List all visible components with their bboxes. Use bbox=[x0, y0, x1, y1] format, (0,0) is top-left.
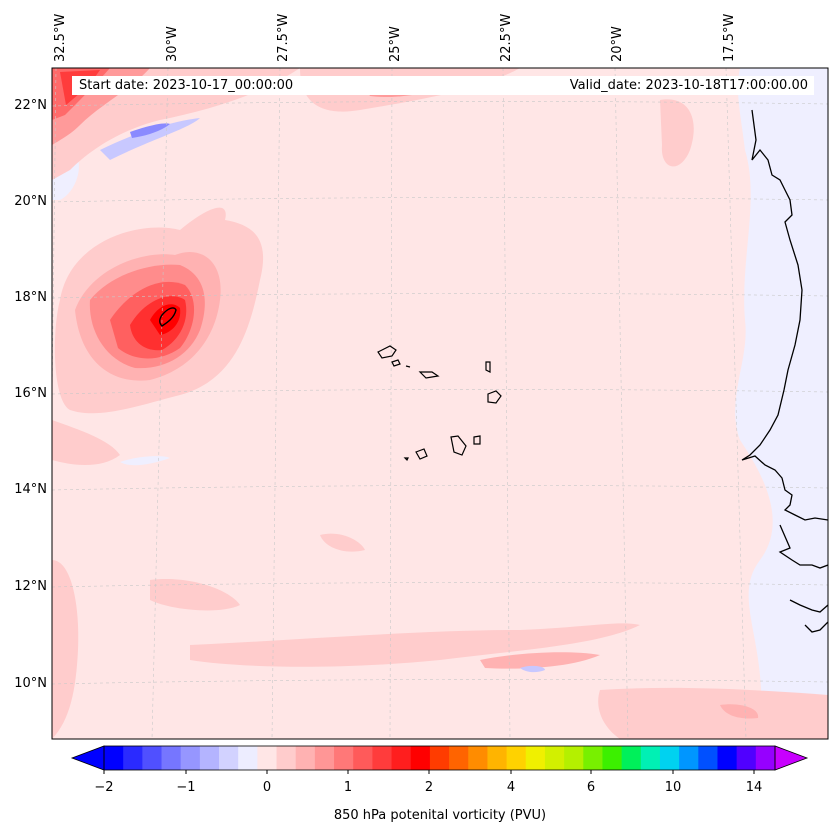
colorbar-segment bbox=[717, 746, 738, 770]
colorbar-segment bbox=[295, 746, 316, 770]
valid-date-label: Valid_date: 2023-10-18T17:00:00.00 bbox=[569, 78, 808, 93]
colorbar-segment bbox=[410, 746, 431, 770]
colorbar-segment bbox=[372, 746, 393, 770]
coastline bbox=[741, 109, 828, 633]
colorbar-tick-label: −2 bbox=[94, 780, 114, 795]
colorbar-segment bbox=[602, 746, 623, 770]
longitude-label: 17.5°W bbox=[722, 13, 737, 62]
colorbar-segment bbox=[449, 746, 469, 770]
colorbar-title: 850 hPa potenital vorticity (PVU) bbox=[333, 808, 547, 823]
colorbar-segment bbox=[334, 746, 354, 770]
longitude-label: 27.5°W bbox=[276, 13, 291, 62]
colorbar-segment bbox=[736, 746, 757, 770]
positive-pv-region bbox=[598, 687, 828, 739]
colorbar-tick-label: 14 bbox=[745, 780, 763, 795]
longitude-label: 32.5°W bbox=[53, 13, 68, 62]
latitude-label: 22°N bbox=[14, 98, 47, 113]
colorbar-segment bbox=[257, 746, 278, 770]
colorbar-segment bbox=[429, 746, 450, 770]
colorbar-segment bbox=[123, 746, 143, 770]
positive-pv-region bbox=[150, 304, 181, 335]
colorbar-segment bbox=[161, 746, 182, 770]
valid-date-box: Valid_date: 2023-10-18T17:00:00.00 bbox=[540, 76, 814, 95]
colorbar-outline bbox=[103, 745, 776, 771]
longitude-label: 30°W bbox=[165, 26, 180, 62]
negative-pv-region bbox=[100, 118, 200, 160]
colorbar-segment bbox=[564, 746, 584, 770]
colorbar-segment bbox=[506, 746, 527, 770]
negative-pv-region bbox=[520, 665, 545, 673]
negative-pv-region bbox=[120, 456, 170, 466]
colorbar-tick-label: 0 bbox=[262, 780, 272, 795]
cape-verde-islands bbox=[377, 345, 502, 462]
colorbar-extend-right bbox=[774, 745, 809, 771]
latitude-label: 20°N bbox=[14, 194, 47, 209]
negative-pv-region bbox=[735, 68, 828, 739]
longitude-label: 20°W bbox=[610, 26, 625, 62]
map-background bbox=[52, 68, 828, 739]
positive-pv-region bbox=[190, 623, 640, 667]
negative-pv-region bbox=[130, 123, 170, 138]
positive-pv-region bbox=[720, 704, 759, 719]
colorbar-segment bbox=[314, 746, 335, 770]
colorbar-segment bbox=[104, 746, 124, 770]
vortex-contour bbox=[159, 307, 177, 327]
latitude-label: 16°N bbox=[14, 386, 47, 401]
positive-pv-region bbox=[660, 99, 694, 167]
positive-pv-region bbox=[52, 560, 79, 739]
colorbar-segment bbox=[468, 746, 488, 770]
colorbar-segment bbox=[276, 746, 297, 770]
colorbar-tick-label: 4 bbox=[506, 780, 516, 795]
latitude-label: 18°N bbox=[14, 290, 47, 305]
colorbar-segment bbox=[391, 746, 412, 770]
colorbar-tick-label: 10 bbox=[664, 780, 682, 795]
graticule bbox=[52, 68, 828, 739]
colorbar-segment bbox=[199, 746, 220, 770]
colorbar-segment bbox=[487, 746, 508, 770]
colorbar-segment bbox=[698, 746, 718, 770]
colorbar-segment bbox=[525, 746, 546, 770]
positive-pv-region bbox=[52, 420, 120, 465]
latitude-label: 14°N bbox=[14, 482, 47, 497]
colorbar-segment bbox=[219, 746, 239, 770]
colorbar-segment bbox=[142, 746, 163, 770]
colorbar-segment bbox=[755, 746, 776, 770]
latitude-label: 12°N bbox=[14, 579, 47, 594]
map-frame bbox=[51, 67, 829, 740]
colorbar-segment bbox=[640, 746, 661, 770]
positive-pv-region bbox=[480, 652, 600, 669]
colorbar-segment bbox=[180, 746, 201, 770]
colorbar-segment bbox=[353, 746, 373, 770]
colorbar-segment bbox=[583, 746, 603, 770]
latitude-label: 10°N bbox=[14, 676, 47, 691]
colorbar-tick-label: 1 bbox=[343, 780, 353, 795]
colorbar-tick-label: −1 bbox=[176, 780, 196, 795]
colorbar-segment bbox=[659, 746, 680, 770]
colorbar-segment bbox=[679, 746, 699, 770]
longitude-label: 25°W bbox=[388, 26, 403, 62]
colorbar bbox=[70, 745, 809, 774]
start-date-label: Start date: 2023-10-17_00:00:00 bbox=[79, 78, 294, 93]
positive-pv-region bbox=[320, 533, 365, 552]
colorbar-segment bbox=[621, 746, 642, 770]
positive-pv-region bbox=[150, 579, 240, 611]
longitude-label: 22.5°W bbox=[499, 13, 514, 62]
colorbar-tick-label: 2 bbox=[424, 780, 434, 795]
start-date-box: Start date: 2023-10-17_00:00:00 bbox=[72, 76, 549, 95]
colorbar-segment bbox=[544, 746, 565, 770]
colorbar-tick-label: 6 bbox=[586, 780, 596, 795]
colorbar-segment bbox=[238, 746, 258, 770]
colorbar-extend-left bbox=[70, 745, 105, 771]
